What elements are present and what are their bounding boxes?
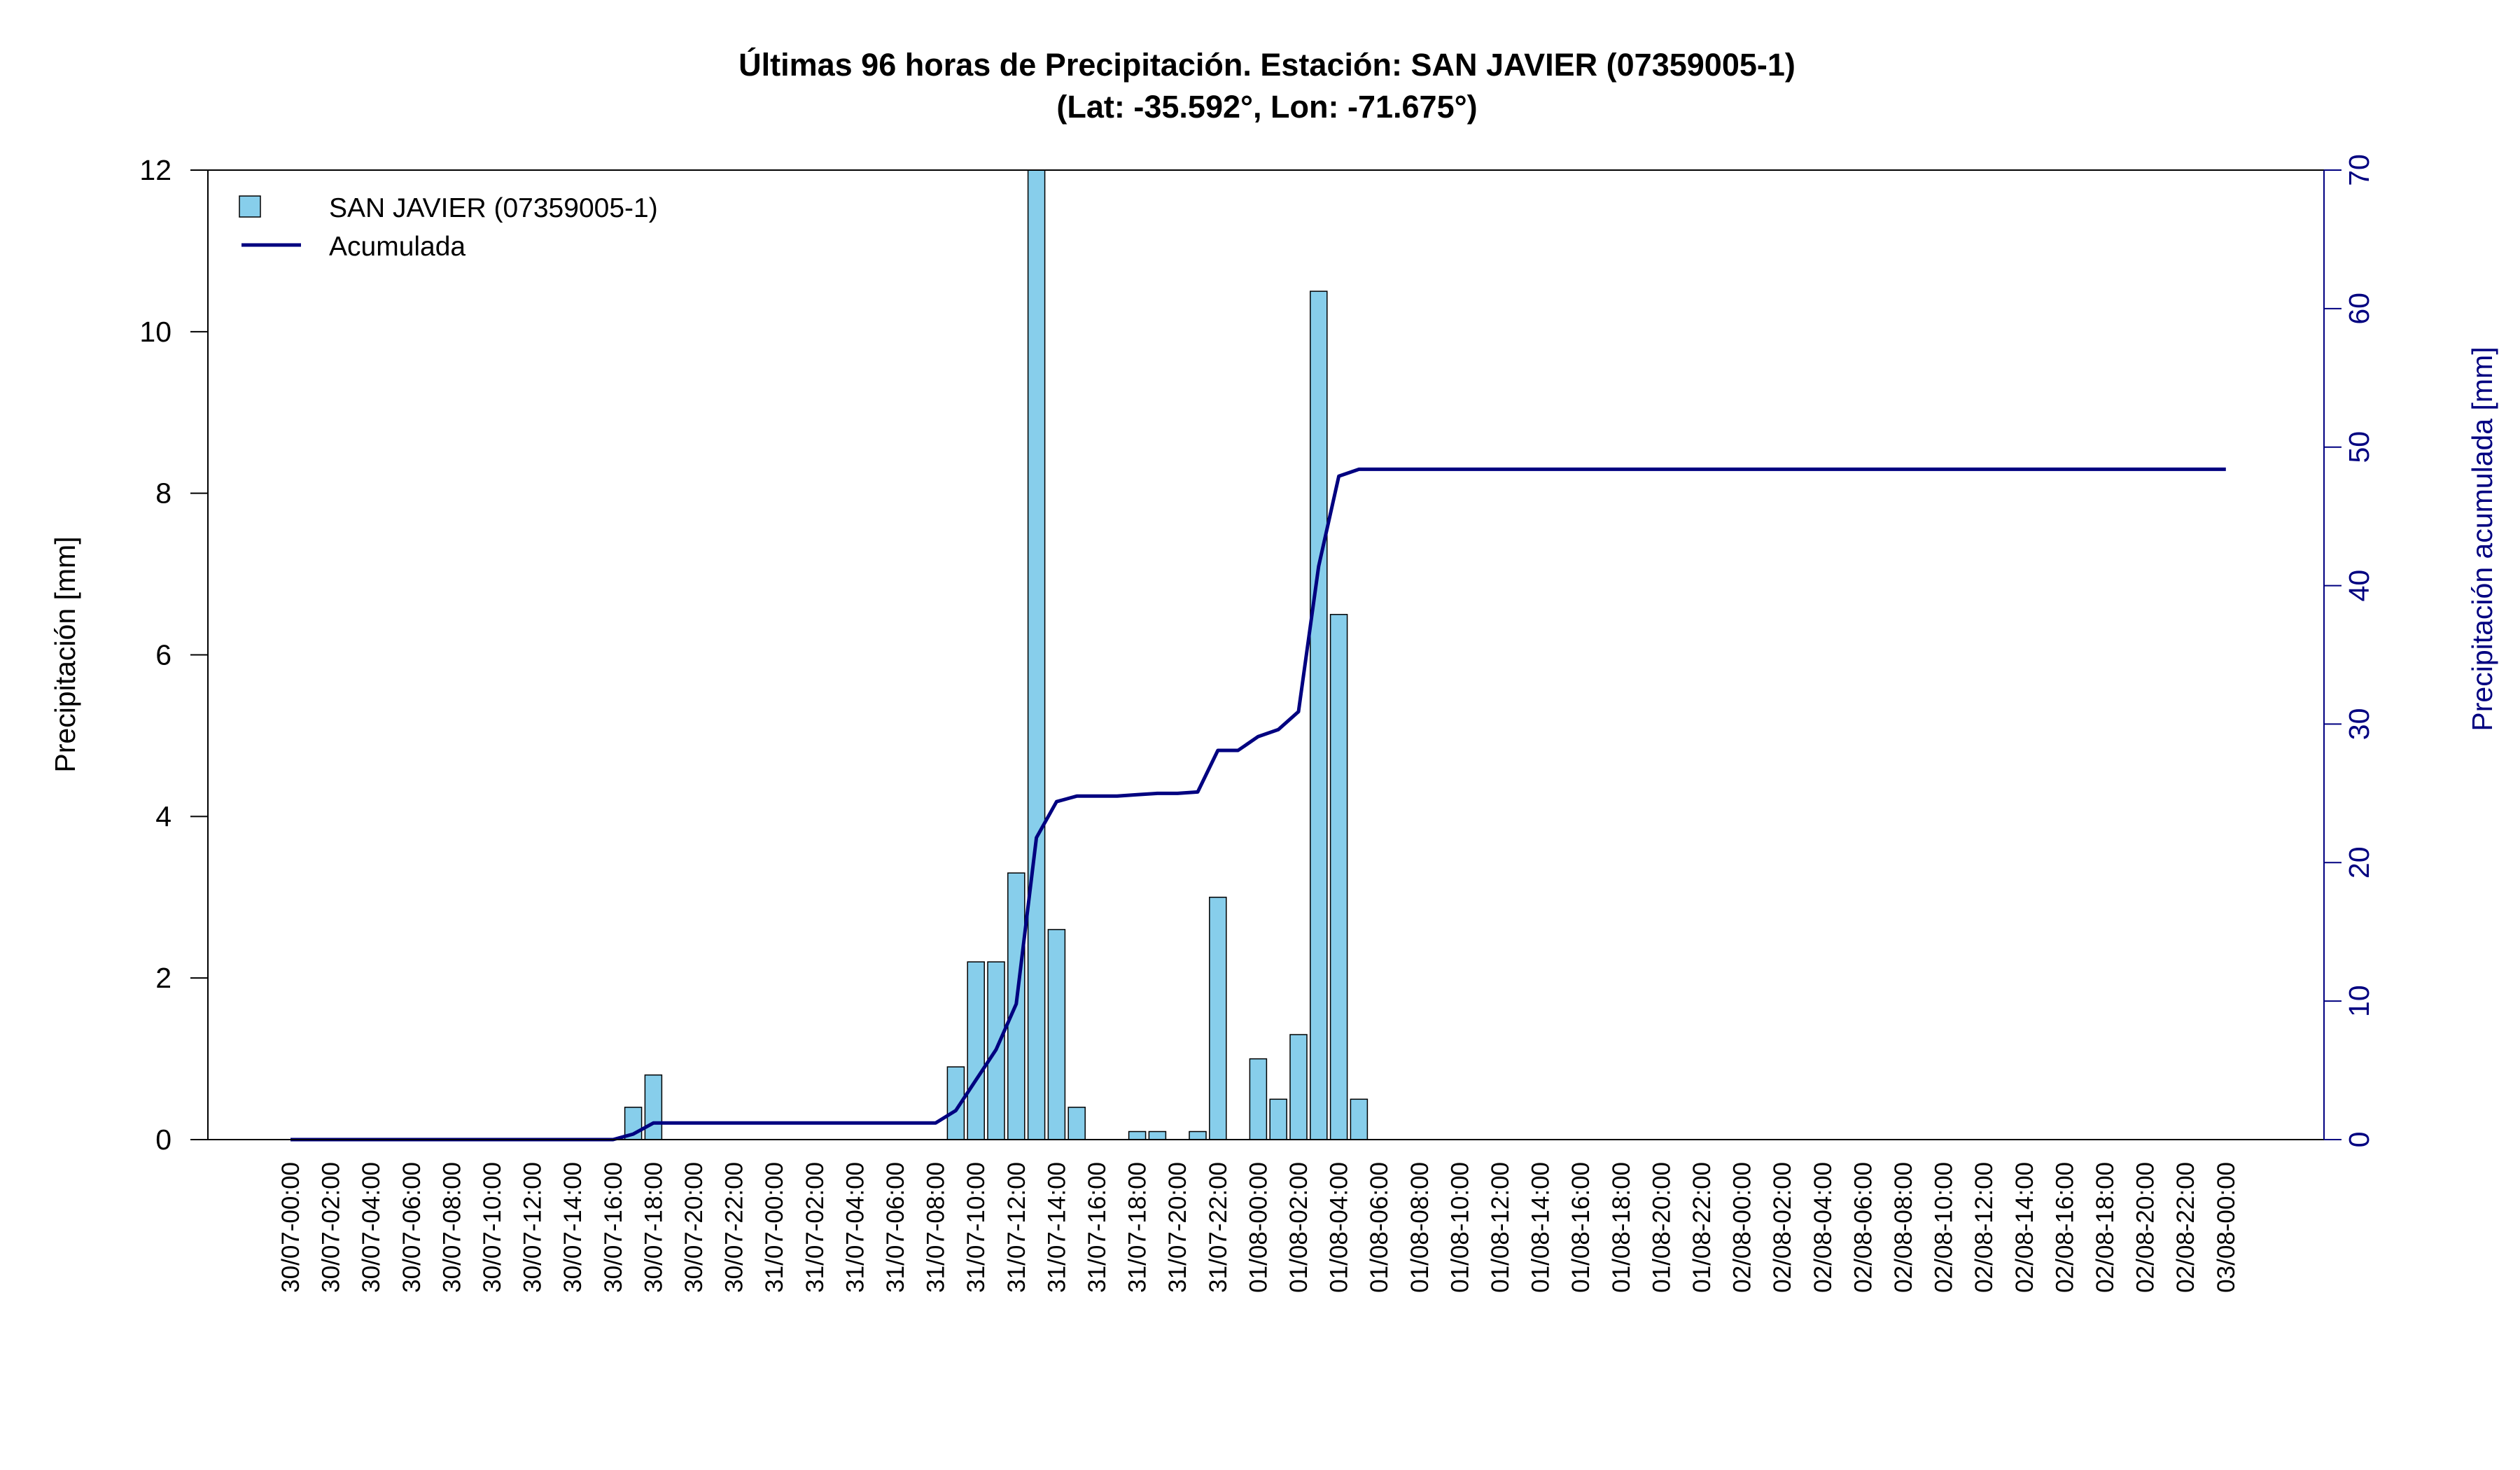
legend-bar-label: SAN JAVIER (07359005-1) bbox=[329, 193, 658, 223]
x-tick-label: 30/07-14:00 bbox=[559, 1162, 587, 1293]
x-tick-label: 01/08-08:00 bbox=[1406, 1162, 1434, 1293]
bar bbox=[1269, 1098, 1287, 1140]
legend-line-label: Acumulada bbox=[329, 232, 465, 262]
y-tick-label: 4 bbox=[155, 800, 172, 832]
bar bbox=[967, 961, 985, 1140]
y2-axis-label: Precipitación acumulada [mm] bbox=[2466, 346, 2498, 731]
line-layer bbox=[290, 467, 2226, 1142]
bar bbox=[1128, 1130, 1147, 1140]
x-tick-label: 31/07-22:00 bbox=[1205, 1162, 1232, 1293]
x-tick-label: 01/08-10:00 bbox=[1446, 1162, 1474, 1293]
x-tick-label: 31/07-10:00 bbox=[962, 1162, 990, 1293]
bar bbox=[1329, 614, 1348, 1140]
x-tick-label: 01/08-02:00 bbox=[1285, 1162, 1312, 1293]
x-tick-label: 01/08-18:00 bbox=[1608, 1162, 1635, 1293]
x-tick-label: 31/07-08:00 bbox=[923, 1162, 950, 1293]
y-tick-label: 0 bbox=[155, 1124, 172, 1156]
x-tick-label: 01/08-14:00 bbox=[1527, 1162, 1555, 1293]
chart-title: Últimas 96 horas de Precipitación. Estac… bbox=[738, 47, 1795, 83]
x-tick-label: 31/07-00:00 bbox=[761, 1162, 788, 1293]
x-tick-label: 30/07-02:00 bbox=[318, 1162, 345, 1293]
y2-tick-label: 0 bbox=[2343, 1132, 2375, 1148]
y2-tick-label: 70 bbox=[2343, 154, 2375, 186]
bar bbox=[1209, 897, 1227, 1140]
y-axis-label: Precipitación [mm] bbox=[49, 536, 81, 772]
x-tick-label: 01/08-04:00 bbox=[1326, 1162, 1353, 1293]
y2-tick-label: 30 bbox=[2343, 708, 2375, 741]
x-tick-label: 02/08-08:00 bbox=[1890, 1162, 1917, 1293]
y2-tick-label: 40 bbox=[2343, 570, 2375, 602]
x-tick-label: 30/07-00:00 bbox=[277, 1162, 304, 1293]
x-tick-label: 30/07-18:00 bbox=[640, 1162, 667, 1293]
legend-bar-swatch bbox=[239, 195, 261, 218]
x-tick-label: 01/08-16:00 bbox=[1567, 1162, 1595, 1293]
x-tick-label: 02/08-04:00 bbox=[1809, 1162, 1837, 1293]
y2-tick-label: 20 bbox=[2343, 846, 2375, 878]
bar bbox=[1350, 1098, 1368, 1140]
x-tick-label: 30/07-16:00 bbox=[600, 1162, 627, 1293]
x-tick-label: 30/07-10:00 bbox=[479, 1162, 506, 1293]
x-tick-label: 31/07-16:00 bbox=[1084, 1162, 1111, 1293]
x-tick-label: 03/08-00:00 bbox=[2213, 1162, 2240, 1293]
bars-layer bbox=[624, 169, 1368, 1140]
x-tick-label: 30/07-08:00 bbox=[438, 1162, 465, 1293]
bar bbox=[1148, 1130, 1167, 1140]
y2-tick-label: 10 bbox=[2343, 985, 2375, 1017]
x-tick-label: 31/07-14:00 bbox=[1043, 1162, 1070, 1293]
x-tick-label: 30/07-06:00 bbox=[398, 1162, 426, 1293]
x-tick-label: 01/08-06:00 bbox=[1366, 1162, 1393, 1293]
bar bbox=[1189, 1130, 1207, 1140]
y-tick-label: 8 bbox=[155, 477, 172, 510]
x-tick-label: 31/07-04:00 bbox=[841, 1162, 869, 1293]
x-tick-label: 02/08-06:00 bbox=[1849, 1162, 1877, 1293]
cumulative-line bbox=[290, 467, 2226, 1142]
y-tick-label: 10 bbox=[139, 316, 172, 348]
bar bbox=[1249, 1058, 1268, 1140]
x-tick-label: 02/08-02:00 bbox=[1769, 1162, 1796, 1293]
x-tick-label: 02/08-20:00 bbox=[2132, 1162, 2160, 1293]
x-tick-label: 31/07-06:00 bbox=[882, 1162, 909, 1293]
y-tick-label: 6 bbox=[155, 639, 172, 671]
x-tick-label: 30/07-04:00 bbox=[358, 1162, 385, 1293]
bar bbox=[644, 1074, 663, 1140]
axes-layer: 0 2 4 6 8 10 12 0 10 20 30 40 50 60 70 30/07-00:00 30/07… bbox=[139, 154, 2375, 1293]
x-tick-label: 30/07-20:00 bbox=[680, 1162, 708, 1293]
y-tick-label: 12 bbox=[139, 154, 172, 186]
bar bbox=[1047, 929, 1066, 1140]
legend: SAN JAVIER (07359005-1) Acumulada bbox=[239, 193, 658, 262]
bar bbox=[1289, 1034, 1308, 1140]
x-tick-label: 30/07-22:00 bbox=[721, 1162, 748, 1293]
bar bbox=[1027, 169, 1046, 1140]
bar bbox=[1068, 1107, 1086, 1140]
x-tick-label: 01/08-20:00 bbox=[1648, 1162, 1675, 1293]
x-tick-label: 31/07-12:00 bbox=[1003, 1162, 1030, 1293]
x-tick-label: 31/07-20:00 bbox=[1164, 1162, 1191, 1293]
chart-subtitle: (Lat: -35.592°, Lon: -71.675°) bbox=[1056, 89, 1477, 125]
x-tick-label: 30/07-12:00 bbox=[519, 1162, 547, 1293]
x-tick-label: 01/08-12:00 bbox=[1487, 1162, 1514, 1293]
x-tick-label: 31/07-02:00 bbox=[802, 1162, 829, 1293]
y2-tick-label: 50 bbox=[2343, 431, 2375, 463]
y2-tick-label: 60 bbox=[2343, 293, 2375, 325]
x-tick-label: 31/07-18:00 bbox=[1124, 1162, 1152, 1293]
y-tick-label: 2 bbox=[155, 962, 172, 994]
x-tick-label: 02/08-22:00 bbox=[2172, 1162, 2199, 1293]
bar bbox=[1310, 290, 1328, 1140]
x-tick-label: 02/08-10:00 bbox=[1931, 1162, 1958, 1293]
x-tick-label: 02/08-12:00 bbox=[1970, 1162, 1998, 1293]
x-tick-label: 02/08-14:00 bbox=[2011, 1162, 2038, 1293]
x-tick-label: 02/08-00:00 bbox=[1729, 1162, 1756, 1293]
x-tick-label: 01/08-00:00 bbox=[1245, 1162, 1272, 1293]
x-tick-label: 01/08-22:00 bbox=[1688, 1162, 1716, 1293]
x-tick-label: 02/08-16:00 bbox=[2051, 1162, 2078, 1293]
x-tick-label: 02/08-18:00 bbox=[2092, 1162, 2119, 1293]
